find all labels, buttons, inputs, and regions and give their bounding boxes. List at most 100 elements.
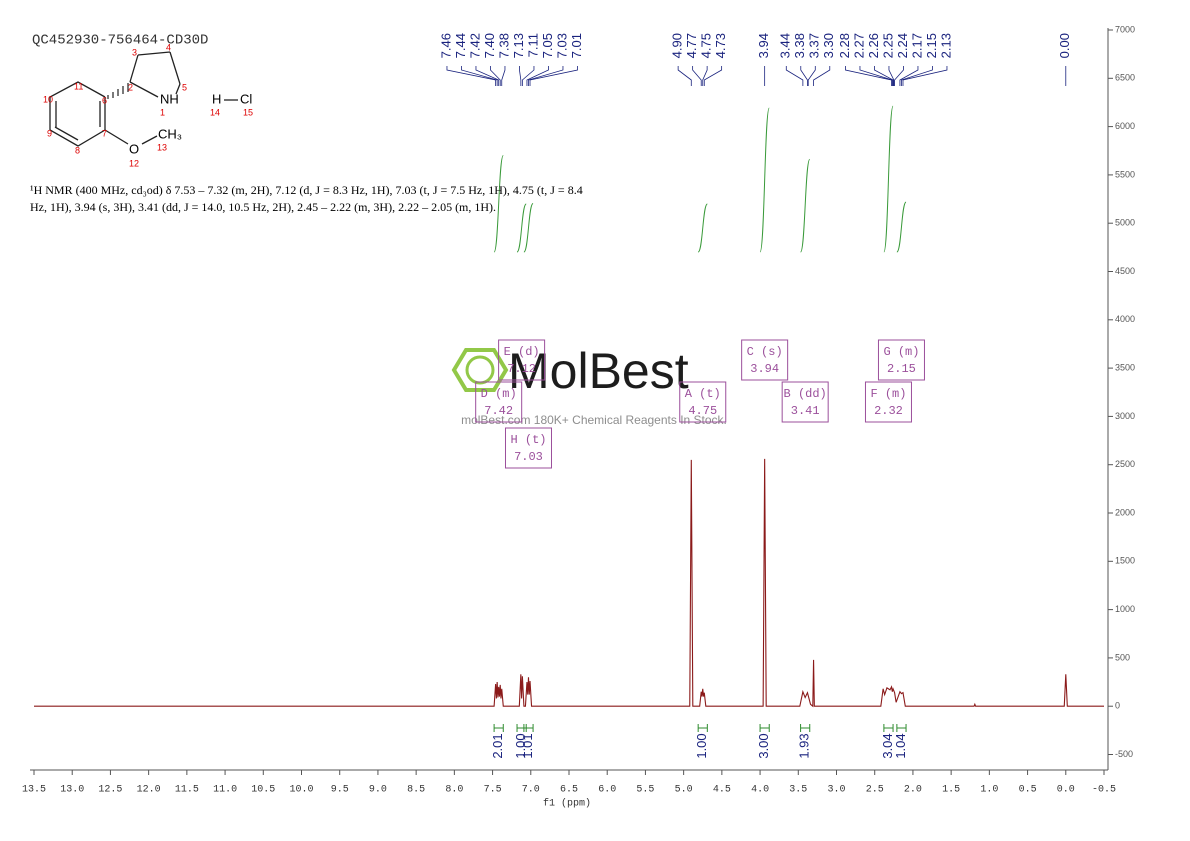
- integral-curve: [493, 155, 504, 253]
- hash-wedge: [107, 83, 129, 99]
- peak-label: 3.38: [792, 33, 807, 58]
- bond: [129, 54, 139, 83]
- bond: [137, 51, 171, 56]
- atom-number: 8: [75, 145, 80, 155]
- x-tick-label: 5.5: [636, 785, 654, 796]
- multiplet-label: C (s): [747, 345, 783, 359]
- peak-connector: [692, 66, 702, 86]
- x-tick-label: 12.0: [137, 785, 161, 796]
- peak-label: 7.11: [525, 33, 540, 57]
- x-tick-label: 3.0: [827, 785, 845, 796]
- peak-label: 7.13: [511, 33, 526, 58]
- bond: [104, 129, 129, 145]
- x-tick-label: 13.0: [60, 785, 84, 796]
- y-tick-label: 3500: [1115, 362, 1135, 372]
- multiplet-label: E (d): [504, 345, 540, 359]
- peak-connector: [785, 66, 804, 86]
- multiplet-shift: 2.32: [874, 404, 903, 418]
- peak-label: 7.05: [540, 33, 555, 58]
- x-tick-label: 0.5: [1019, 785, 1037, 796]
- peak-label: 0.00: [1057, 33, 1072, 58]
- peak-label: 7.46: [438, 33, 453, 58]
- integral-bracket: [759, 724, 770, 732]
- atom-number: 13: [157, 142, 167, 152]
- bond: [129, 81, 159, 98]
- atom-label: O: [129, 141, 139, 156]
- spectrum-line: [34, 458, 1104, 708]
- x-tick-label: 12.5: [98, 785, 122, 796]
- peak-connector: [902, 66, 948, 86]
- y-tick-label: 0: [1115, 701, 1120, 711]
- multiplet-shift: 4.75: [688, 404, 717, 418]
- peak-label: 7.44: [453, 33, 468, 58]
- multiplet-box: [741, 339, 789, 381]
- y-tick-label: 6500: [1115, 73, 1135, 83]
- atom-label: H: [212, 91, 221, 106]
- x-tick-label: 9.5: [331, 785, 349, 796]
- atom-label: Cl: [240, 91, 252, 106]
- multiplet-box: [475, 381, 523, 423]
- peak-connector: [894, 66, 904, 86]
- atom-number: 5: [182, 82, 187, 92]
- watermark-brand: MolBest: [508, 343, 689, 399]
- peak-connector: [461, 66, 498, 86]
- peak-label: 3.37: [807, 33, 822, 58]
- watermark: MolBest molBest.com 180K+ Chemical Reage…: [451, 343, 727, 427]
- peak-label: 7.03: [554, 33, 569, 58]
- multiplet-box: [877, 339, 925, 381]
- peak-connector: [807, 66, 816, 86]
- x-tick-label: 4.5: [713, 785, 731, 796]
- integral-label: 1.00: [694, 733, 709, 758]
- integral-label: 3.00: [756, 733, 771, 758]
- atom-number: 2: [128, 82, 133, 92]
- x-tick-label: 6.5: [560, 785, 578, 796]
- peak-label: 2.25: [880, 33, 895, 58]
- peak-connector: [874, 66, 894, 86]
- atom-number: 9: [47, 128, 52, 138]
- bond: [175, 83, 181, 95]
- atom-number: 14: [210, 107, 220, 117]
- peak-label: 2.15: [924, 33, 939, 58]
- peak-label: 4.73: [713, 33, 728, 58]
- peak-connector: [888, 66, 895, 86]
- integral-curve: [697, 203, 708, 253]
- peak-connector: [501, 66, 506, 86]
- x-tick-label: -0.5: [1092, 785, 1116, 796]
- atom-number: 4: [166, 42, 171, 52]
- atom-number: 6: [102, 95, 107, 105]
- bond: [49, 81, 106, 147]
- x-axis-label: f1 (ppm): [543, 798, 591, 810]
- x-tick-label: 11.5: [175, 785, 199, 796]
- multiplet-label: D (m): [481, 387, 517, 401]
- integral-bracket: [883, 724, 894, 732]
- integral-bracket: [493, 724, 504, 732]
- y-tick-label: 5000: [1115, 218, 1135, 228]
- x-tick-label: 7.5: [484, 785, 502, 796]
- multiplet-box: [504, 427, 552, 469]
- peak-label: 2.24: [895, 33, 910, 58]
- peak-label: 2.28: [837, 33, 852, 58]
- multiplet-label: H (t): [510, 433, 546, 447]
- nmr-description: ¹H NMR (400 MHz, cd₃od) δ 7.53 – 7.32 (m…: [30, 183, 583, 214]
- atom-number: 3: [132, 47, 137, 57]
- peak-label: 3.94: [756, 33, 771, 58]
- x-tick-label: 4.0: [751, 785, 769, 796]
- peak-label: 7.40: [482, 33, 497, 58]
- integral-label: 1.93: [797, 733, 812, 758]
- multiplet-label: B (dd): [784, 387, 827, 401]
- peak-label: 4.75: [699, 33, 714, 58]
- x-tick-label: 5.0: [675, 785, 693, 796]
- peak-label: 7.42: [467, 33, 482, 58]
- peak-connector: [519, 66, 522, 86]
- peak-connector: [526, 66, 549, 86]
- atom-number: 1: [160, 107, 165, 117]
- atom-number: 10: [43, 94, 53, 104]
- structure-bonds: [49, 51, 238, 147]
- x-tick-label: 10.0: [289, 785, 313, 796]
- integral-label: 1.01: [520, 733, 535, 758]
- integral-curve: [516, 203, 527, 253]
- atom-number: 7: [102, 128, 107, 138]
- bond: [169, 51, 181, 85]
- peak-label: 7.01: [569, 33, 584, 58]
- y-tick-label: 7000: [1115, 24, 1135, 34]
